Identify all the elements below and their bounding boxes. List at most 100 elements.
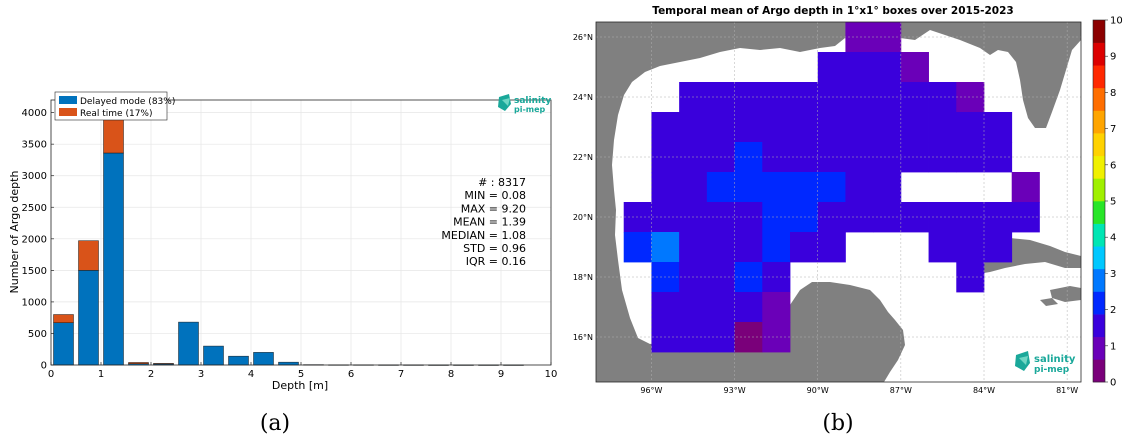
colorbar-tick-label: 6: [1110, 160, 1116, 171]
map-cell: [956, 112, 985, 143]
map-axes-box: [595, 21, 1082, 383]
map-ticks: 96°W 93°W 90°W 87°W 84°W 81°W 16°N 18°N 20°N 22°N…: [573, 33, 1078, 395]
colorbar-segment: [1093, 223, 1105, 247]
map-lon-tick-label: 90°W: [807, 386, 829, 395]
colorbar-tick-label: 9: [1110, 52, 1116, 63]
map-lon-tick-label: 81°W: [1056, 386, 1078, 395]
colorbar-segment: [1093, 314, 1105, 338]
map-cell: [679, 112, 708, 143]
salinity-logo-word: salinity: [1034, 354, 1076, 365]
histogram-panel: 0 1 2 3 4 5 6 7 8 9 10 0 500 1000 1500 2000 2500 3000 3500…: [8, 91, 558, 436]
colorbar-segment: [1093, 291, 1105, 315]
bar-delayed-mode: [78, 270, 99, 366]
colorbar-segment: [1093, 359, 1105, 383]
histogram-x-tick-label: 6: [348, 369, 354, 380]
bar-delayed-mode: [53, 322, 74, 366]
map-lon-tick-label: 87°W: [890, 386, 912, 395]
histogram-y-tick-label: 4000: [22, 108, 47, 119]
map-lat-tick-label: 26°N: [573, 33, 593, 42]
map-cell: [734, 112, 763, 143]
bar-real-time: [53, 314, 74, 323]
bar-delayed-mode: [103, 152, 124, 366]
histogram-y-tick-label: 3500: [22, 140, 47, 151]
salinity-logo-word: salinity: [514, 96, 551, 106]
histogram-y-tick-label: 2500: [22, 203, 47, 214]
colorbar-segment: [1093, 178, 1105, 202]
histogram-x-tick-label: 3: [198, 369, 204, 380]
map-cell: [817, 232, 846, 263]
salinity-logo-icon-highlight: [1019, 356, 1028, 365]
colorbar-tick-label: 5: [1110, 197, 1116, 208]
histogram-xlabel: Depth [m]: [272, 379, 328, 392]
legend-swatch-real-time: [59, 108, 77, 116]
colorbar-tick-label: 7: [1110, 124, 1116, 135]
map-cell: [706, 232, 735, 263]
map-cell: [845, 52, 874, 83]
pi-mep-logo-word: pi-mep: [514, 105, 546, 114]
stat-line: MIN = 0.08: [464, 189, 526, 202]
histogram-y-tick-label: 1000: [22, 297, 47, 308]
map-cell: [928, 232, 957, 263]
histogram-x-tick-label: 4: [248, 369, 254, 380]
bar-real-time: [78, 240, 99, 271]
map-cell: [900, 52, 929, 83]
map-cell: [762, 112, 791, 143]
stat-line: # : 8317: [478, 176, 526, 189]
bar-delayed-mode: [278, 361, 299, 366]
colorbar-tick-label: 4: [1110, 233, 1116, 244]
histogram-y-tick-label: 0: [41, 361, 47, 372]
colorbar-segment: [1093, 155, 1105, 179]
map-cell: [873, 112, 902, 143]
colorbar-tick-label: 2: [1110, 305, 1116, 316]
map-cell: [734, 232, 763, 263]
map-cell: [817, 112, 846, 143]
map-title: Temporal mean of Argo depth in 1°x1° box…: [652, 5, 1013, 17]
colorbar-segment: [1093, 20, 1105, 43]
map-colorbar: 0 1 2 3 4 5 6 7 8 9 10: [1092, 16, 1123, 389]
map-cell: [1011, 172, 1040, 203]
map-cell: [762, 232, 791, 263]
histogram-x-tick-label: 1: [98, 369, 104, 380]
map-lat-tick-label: 22°N: [573, 153, 593, 162]
histogram-y-tick-label: 3000: [22, 171, 47, 182]
map-cell: [845, 172, 874, 203]
histogram-x-tick-label: 5: [298, 369, 304, 380]
land-mass-jamaica: [1040, 298, 1058, 306]
map-cell: [651, 232, 680, 263]
map-lat-tick-label: 18°N: [573, 273, 593, 282]
histogram-ticks: 0 1 2 3 4 5 6 7 8 9 10 0 500 1000 1500 2000 2500 3000 3500…: [22, 108, 558, 380]
map-cell: [984, 232, 1013, 263]
legend-swatch-delayed-mode: [59, 96, 77, 104]
map-cell: [623, 232, 652, 263]
legend-label-real-time: Real time (17%): [80, 109, 152, 119]
map-lat-tick-label: 16°N: [573, 333, 593, 342]
bar-delayed-mode: [203, 345, 224, 366]
map-lat-tick-label: 20°N: [573, 213, 593, 222]
histogram-salinity-logo: salinity pi-mep: [498, 94, 551, 114]
stat-line: IQR = 0.16: [466, 255, 526, 268]
colorbar-tick-label: 10: [1110, 16, 1123, 27]
map-lon-tick-label: 96°W: [640, 386, 662, 395]
map-cell: [706, 172, 735, 203]
colorbar-segment: [1093, 336, 1105, 360]
map-cell: [651, 172, 680, 203]
map-cell: [679, 172, 708, 203]
map-cell: [873, 172, 902, 203]
histogram-x-tick-label: 9: [498, 369, 504, 380]
histogram-x-tick-label: 2: [148, 369, 154, 380]
bar-delayed-mode: [228, 355, 249, 366]
stat-line: MEDIAN = 1.08: [441, 229, 526, 242]
colorbar-segment: [1093, 133, 1105, 157]
map-cell: [845, 112, 874, 143]
map-cell: [790, 172, 819, 203]
histogram-x-tick-label: 0: [48, 369, 54, 380]
colorbar-segment: [1093, 42, 1105, 66]
histogram-x-tick-label: 7: [398, 369, 404, 380]
histogram-x-tick-label: 8: [448, 369, 454, 380]
pi-mep-logo-word: pi-mep: [1034, 365, 1070, 375]
map-cell: [679, 232, 708, 263]
colorbar-tick-label: 8: [1110, 88, 1116, 99]
colorbar-segment: [1093, 65, 1105, 89]
